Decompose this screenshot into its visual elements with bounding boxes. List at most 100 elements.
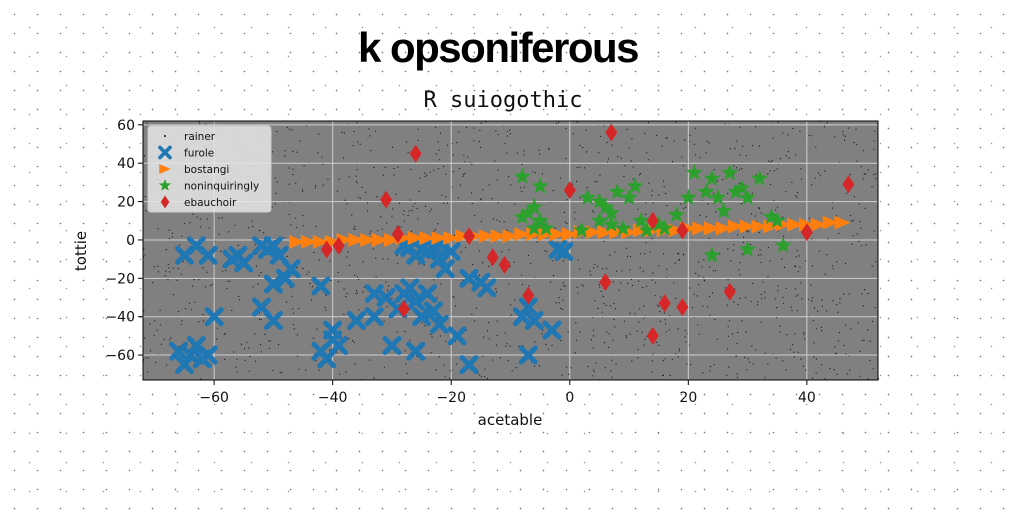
point-noninquiringly — [762, 207, 780, 225]
y-tick-label: −20 — [105, 271, 135, 287]
point-noninquiringly — [632, 211, 650, 228]
point-furole — [275, 268, 295, 288]
point-noninquiringly — [579, 188, 597, 205]
x-tick-label: −60 — [199, 390, 229, 406]
point-noninquiringly — [626, 177, 644, 194]
point-bostangi — [704, 221, 721, 236]
point-bostangi — [549, 227, 566, 242]
point-noninquiringly — [697, 183, 715, 200]
point-noninquiringly — [715, 202, 733, 219]
legend: rainer furole bostangi noninquiringly ebauch… — [147, 125, 272, 213]
point-noninquiringly — [750, 169, 768, 186]
point-ebauchoir — [646, 211, 659, 230]
point-furole — [429, 314, 449, 334]
legend-marker-furole — [158, 145, 172, 160]
point-ebauchoir — [605, 123, 618, 142]
point-noninquiringly — [768, 211, 786, 228]
point-bostangi — [597, 225, 614, 240]
point-bostangi — [751, 219, 768, 234]
x-axis-label: acetable — [478, 411, 543, 429]
point-ebauchoir — [522, 286, 535, 305]
point-noninquiringly — [537, 219, 555, 236]
series-furole — [169, 234, 574, 375]
point-bostangi — [372, 232, 389, 247]
point-furole — [477, 278, 497, 298]
point-ebauchoir — [380, 190, 393, 209]
point-noninquiringly — [513, 167, 531, 184]
point-noninquiringly — [739, 240, 757, 257]
point-bostangi — [585, 225, 602, 240]
point-furole — [518, 297, 538, 317]
point-ebauchoir — [563, 181, 576, 200]
point-bostangi — [300, 234, 317, 249]
point-bostangi — [822, 215, 839, 230]
point-noninquiringly — [602, 215, 620, 232]
point-noninquiringly — [703, 246, 721, 263]
point-ebauchoir — [332, 236, 345, 255]
point-noninquiringly — [638, 221, 656, 238]
point-furole — [263, 311, 283, 331]
point-noninquiringly — [656, 219, 674, 236]
point-furole — [281, 259, 301, 279]
x-tick-label: 40 — [798, 390, 816, 406]
legend-box — [147, 125, 272, 213]
point-furole — [435, 259, 455, 279]
point-furole — [174, 355, 194, 375]
point-noninquiringly — [531, 177, 549, 194]
point-bostangi — [383, 232, 400, 247]
point-furole — [418, 284, 438, 304]
point-bostangi — [407, 231, 424, 246]
point-noninquiringly — [608, 183, 626, 200]
point-bostangi — [538, 227, 555, 242]
legend-marker-rainer — [164, 135, 166, 137]
point-bostangi — [419, 231, 436, 246]
point-noninquiringly — [709, 188, 727, 205]
point-bostangi — [478, 229, 495, 244]
series-noninquiringly — [513, 163, 792, 263]
point-noninquiringly — [727, 183, 745, 200]
point-furole — [263, 274, 283, 294]
point-furole — [169, 341, 189, 361]
point-bostangi — [360, 232, 377, 247]
point-bostangi — [715, 221, 732, 236]
point-furole — [400, 278, 420, 298]
x-tick-label: 0 — [565, 390, 574, 406]
point-furole — [346, 311, 366, 331]
point-noninquiringly — [573, 221, 591, 238]
legend-label: noninquiringly — [184, 181, 259, 193]
point-ebauchoir — [463, 227, 476, 246]
y-tick-label: 0 — [126, 233, 135, 249]
point-ebauchoir — [723, 282, 736, 301]
point-bostangi — [526, 227, 543, 242]
point-furole — [382, 335, 402, 355]
point-bostangi — [289, 234, 306, 249]
point-furole — [441, 241, 461, 261]
x-tick-label: −20 — [436, 390, 466, 406]
legend-marker-bostangi — [159, 163, 171, 175]
point-furole — [234, 253, 254, 273]
point-ebauchoir — [800, 223, 813, 242]
point-furole — [263, 236, 283, 256]
point-ebauchoir — [599, 273, 612, 292]
point-noninquiringly — [703, 169, 721, 186]
point-furole — [198, 345, 218, 365]
point-bostangi — [431, 231, 448, 246]
point-noninquiringly — [650, 215, 668, 232]
point-furole — [412, 307, 432, 327]
point-noninquiringly — [596, 198, 614, 215]
point-ebauchoir — [409, 144, 422, 163]
point-noninquiringly — [519, 204, 537, 221]
point-bostangi — [810, 217, 827, 232]
y-axis-label: tottie — [72, 231, 90, 271]
point-noninquiringly — [602, 204, 620, 221]
point-furole — [554, 241, 574, 261]
point-bostangi — [692, 221, 709, 236]
point-bostangi — [348, 232, 365, 247]
point-ebauchoir — [676, 221, 689, 240]
point-noninquiringly — [739, 188, 757, 205]
legend-marker-ebauchoir — [160, 195, 170, 209]
point-noninquiringly — [513, 207, 531, 225]
point-ebauchoir — [486, 248, 499, 267]
point-furole — [364, 307, 384, 327]
